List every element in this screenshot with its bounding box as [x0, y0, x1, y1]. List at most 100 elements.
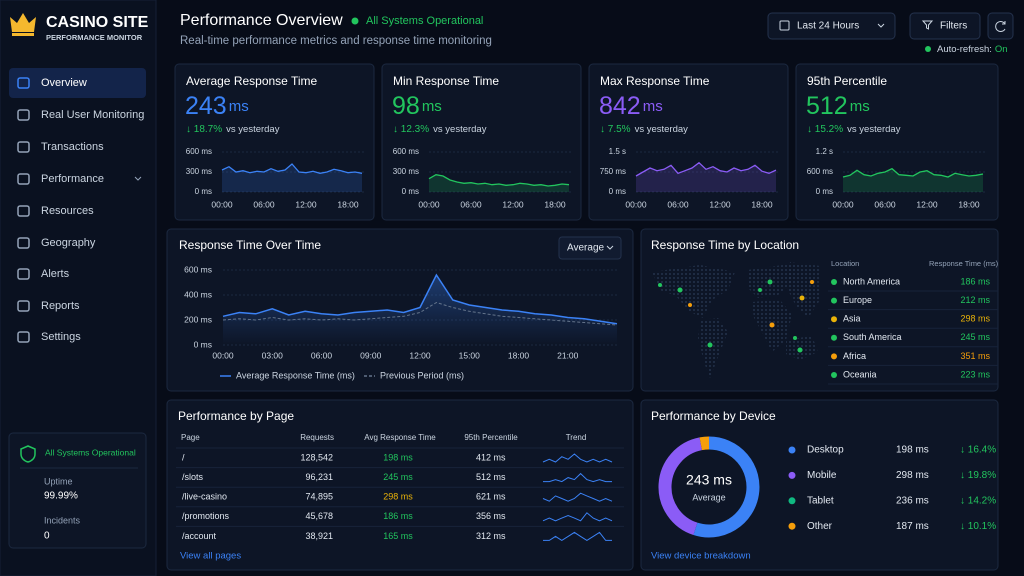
pages-card [166, 399, 634, 571]
nav-item[interactable]: Transactions [17, 141, 104, 153]
map-marker [677, 287, 683, 293]
y-tick-label: 0 ms [195, 187, 212, 196]
refresh-button[interactable] [987, 12, 1014, 40]
location-name: Asia [843, 314, 861, 324]
kpi-value: 512 ms [806, 92, 870, 120]
sparkline [221, 163, 363, 174]
trend-sparkline [542, 492, 613, 502]
page-title: Performance Overview [180, 12, 343, 29]
nav-item[interactable]: Resources [17, 205, 94, 217]
link[interactable]: View device breakdown [651, 551, 751, 562]
map-marker [769, 322, 775, 328]
x-tick-label: 00:00 [625, 199, 647, 209]
x-tick-label: 00:00 [832, 199, 854, 209]
nav-item[interactable]: Alerts [17, 268, 70, 280]
nav-label: Resources [41, 205, 94, 217]
trend-sparkline [542, 512, 613, 522]
kpi-unit: ms [850, 98, 870, 115]
y-tick-label: 1.5 s [609, 147, 626, 156]
p95: 312 ms [476, 531, 506, 541]
kpi-title: Average Response Time [186, 74, 318, 88]
nav-item[interactable]: Overview [9, 68, 146, 98]
status-dot [831, 353, 837, 360]
kpi-unit: ms [229, 98, 249, 115]
nav-icon [17, 237, 30, 249]
x-tick-label: 15:00 [459, 350, 481, 360]
map-marker [707, 342, 713, 348]
label: Last 24 Hours [797, 21, 859, 32]
nav-item[interactable]: Reports [17, 300, 80, 312]
chevron [877, 23, 885, 28]
nav-chevron [134, 176, 142, 181]
y-tick-label: 200 ms [184, 314, 212, 324]
nav-item[interactable]: Geography [17, 237, 96, 249]
kpi-change: ↓ 7.5% vs yesterday [600, 124, 688, 135]
device-name: Mobile [807, 470, 837, 481]
nav-label: Settings [41, 331, 81, 343]
nav-item[interactable]: Settings [17, 331, 81, 343]
card-title: Response Time by Location [651, 238, 799, 252]
p95: 356 ms [476, 511, 506, 521]
filters-button[interactable]: Filters [909, 12, 981, 40]
location-value: 223 ms [960, 369, 990, 379]
device-value: 187 ms [896, 521, 929, 532]
sparkline-area [636, 162, 776, 192]
text-part: vs yesterday [635, 124, 689, 135]
x-tick-label: 12:00 [295, 199, 317, 209]
x-tick-label: 06:00 [874, 199, 896, 209]
x-tick-label: 00:00 [418, 199, 440, 209]
range-button[interactable]: Last 24 Hours [767, 12, 896, 40]
requests: 38,921 [305, 531, 333, 541]
incidents-value: 0 [44, 531, 50, 542]
status-dot [831, 372, 837, 378]
kpi-number: 243 [185, 92, 227, 120]
x-tick-label: 06:00 [460, 199, 482, 209]
kpi-card [174, 63, 375, 221]
requests: 74,895 [305, 492, 333, 502]
x-tick-label: 18:00 [751, 199, 773, 209]
x-tick-label: 12:00 [916, 199, 938, 209]
nav-item[interactable]: Real User Monitoring [17, 109, 144, 121]
chart-title: Response Time Over Time [179, 238, 321, 252]
table-header: Location [831, 259, 859, 268]
avg-response: 298 ms [383, 492, 413, 502]
nav-label: Reports [41, 300, 80, 312]
page-path: /promotions [182, 511, 230, 521]
y-tick-label: 600 ms [393, 147, 419, 156]
device-value: 298 ms [896, 470, 929, 481]
table-header: Avg Response Time [364, 433, 436, 442]
nav-icon [17, 331, 30, 343]
label: Filters [940, 21, 967, 32]
map-marker [810, 280, 814, 284]
location-name: Africa [843, 351, 866, 361]
kpi-number: 512 [806, 92, 848, 120]
requests: 45,678 [305, 511, 333, 521]
x-tick-label: 12:00 [409, 350, 431, 360]
kpi-unit: ms [422, 98, 442, 115]
x-tick-label: 09:00 [360, 350, 382, 360]
nav-label: Geography [41, 237, 96, 249]
text-part: ↓ 7.5% [600, 124, 631, 135]
legend-dot [788, 522, 796, 530]
dropdown[interactable]: Average [558, 236, 622, 260]
nav-item[interactable]: Performance [17, 173, 142, 185]
x-tick-label: 18:00 [544, 199, 566, 209]
sparkline-area [843, 168, 983, 192]
text-part: Auto-refresh: [937, 44, 992, 55]
donut-value: 243 ms [686, 472, 732, 488]
button-bg [767, 12, 896, 40]
map-land [698, 318, 728, 378]
nav-label: Real User Monitoring [41, 109, 144, 121]
table-header: Requests [300, 433, 334, 442]
device-change: ↓ 14.2% [960, 495, 996, 506]
avg-response: 186 ms [383, 511, 413, 521]
filter-icon [921, 20, 934, 30]
trend-sparkline [542, 453, 613, 463]
link[interactable]: View all pages [180, 551, 241, 562]
kpi-change: ↓ 12.3% vs yesterday [393, 124, 487, 135]
map-marker [758, 288, 762, 292]
text-part: ↓ 18.7% [186, 124, 222, 135]
map-land [786, 336, 818, 360]
map-marker [793, 336, 797, 340]
legend-label: Average Response Time (ms) [236, 370, 355, 380]
